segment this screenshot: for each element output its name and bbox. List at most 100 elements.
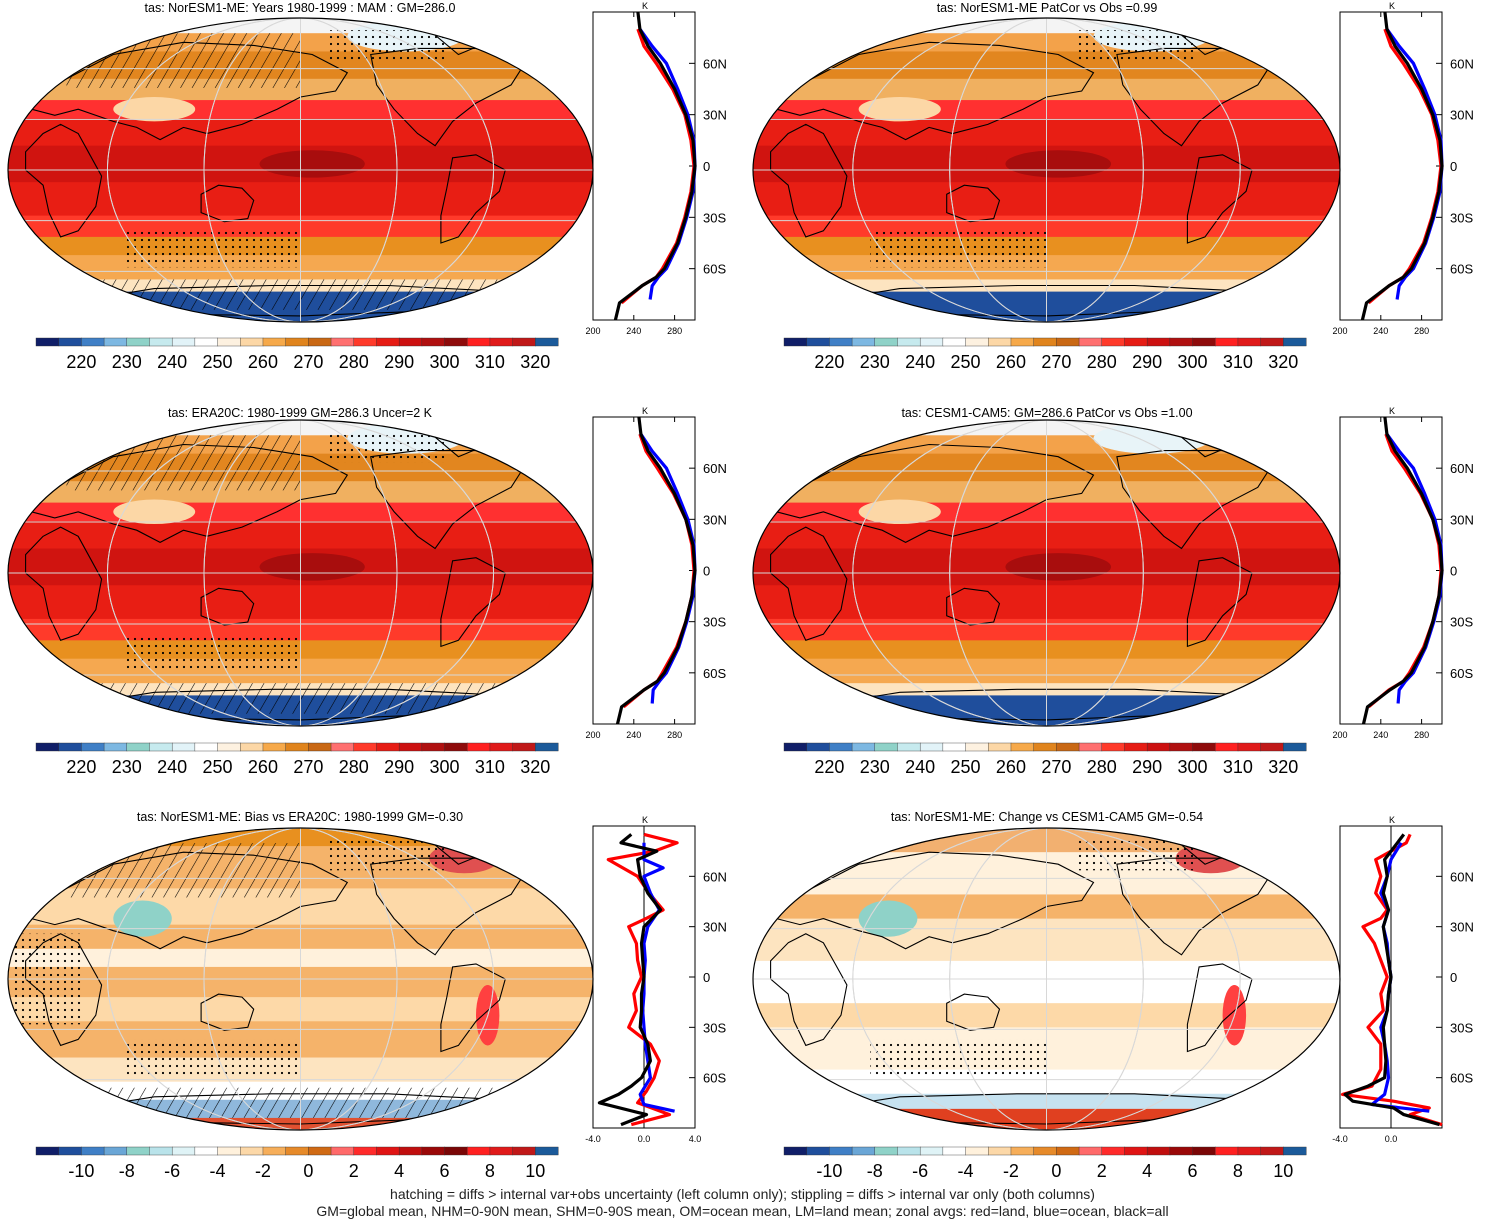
colorbar-label: 260 — [248, 352, 278, 372]
colorbar-swatch — [489, 1146, 514, 1156]
colorbar-swatch — [512, 1146, 536, 1156]
colorbar-label: -10 — [68, 1161, 94, 1181]
profile-xtick-label: 240 — [626, 730, 641, 740]
profile-xtick-label: 200 — [1332, 730, 1347, 740]
colorbar-swatch — [58, 1146, 82, 1156]
panel-3: tas: ERA20C: 1980-1999 GM=286.3 Uncer=2 … — [7, 406, 727, 777]
colorbar-swatch — [444, 1146, 468, 1156]
profile-lat-label: 60S — [1450, 262, 1473, 277]
colorbar-label: 310 — [475, 757, 505, 777]
colorbar-label: 320 — [1268, 757, 1298, 777]
zonal-profile: K 60N 30N 0 30S 60S 200 240 280 — [1332, 406, 1473, 740]
colorbar-swatch — [171, 337, 196, 347]
hatch-region — [66, 843, 301, 898]
colorbar-label: 230 — [860, 757, 890, 777]
colorbar-swatch — [353, 742, 377, 752]
colorbar-label: 290 — [1132, 352, 1162, 372]
profile-lat-label: 30N — [703, 108, 727, 123]
colorbar-label: 240 — [905, 757, 935, 777]
profile-lat-label: 0 — [703, 970, 710, 985]
colorbar-swatch — [308, 1146, 332, 1156]
colorbar-swatch — [262, 742, 287, 752]
colorbar-swatch — [35, 742, 60, 752]
profile-xtick-label: 200 — [585, 730, 600, 740]
profile-lat-label: 60N — [1450, 461, 1474, 476]
colorbar-swatch — [421, 337, 446, 347]
colorbar-label: 2 — [349, 1161, 359, 1181]
colorbar-swatch — [535, 1146, 559, 1156]
colorbar-label: 260 — [248, 757, 278, 777]
colorbar-swatch — [988, 337, 1012, 347]
panel-title: tas: ERA20C: 1980-1999 GM=286.3 Uncer=2 … — [168, 406, 433, 420]
colorbar-swatch — [126, 337, 150, 347]
profile-series-land — [620, 28, 696, 305]
zonal-profile: K 60N 30N 0 30S 60S 200 240 280 — [585, 406, 726, 740]
profile-lat-label: 30N — [1450, 512, 1474, 527]
colorbar-swatch — [489, 742, 514, 752]
colorbar-swatch — [81, 742, 105, 752]
colorbar-label: 6 — [440, 1161, 450, 1181]
colorbar-swatch — [1283, 337, 1307, 347]
colorbar-label: -4 — [958, 1161, 974, 1181]
profile-xtick-label: 280 — [667, 326, 682, 336]
colorbar-swatch — [489, 337, 514, 347]
map-field — [753, 18, 1340, 322]
profile-xtick-label: 240 — [626, 326, 641, 336]
colorbar-label: 8 — [1233, 1161, 1243, 1181]
colorbar-swatch — [1101, 337, 1125, 347]
colorbar-label: 220 — [814, 757, 844, 777]
colorbar-label: 280 — [339, 352, 369, 372]
colorbar-swatch — [988, 1146, 1012, 1156]
zonal-profile: K 60N 30N 0 30S 60S 200 240 280 — [1332, 1, 1473, 336]
profile-lat-label: 60N — [703, 56, 727, 71]
colorbar-swatch — [376, 337, 400, 347]
colorbar-swatch — [240, 337, 264, 347]
profile-xtick-label: 200 — [585, 326, 600, 336]
colorbar-swatch — [1101, 742, 1125, 752]
colorbar-swatch — [1010, 337, 1035, 347]
zonal-profile: K 60N 30N 0 30S 60S -4.0 0.0 — [1332, 815, 1474, 1144]
colorbar-label: 220 — [66, 352, 96, 372]
colorbar-swatch — [103, 1146, 128, 1156]
colorbar-swatch — [1124, 1146, 1148, 1156]
profile-lat-label: 60S — [1450, 1071, 1473, 1086]
colorbar-label: 250 — [951, 757, 981, 777]
profile-series-all — [613, 11, 697, 321]
profile-lat-label: 30S — [1450, 615, 1473, 630]
profile-lat-label: 0 — [1450, 970, 1457, 985]
colorbar-swatch — [444, 337, 468, 347]
colorbar-label: 310 — [1223, 352, 1253, 372]
colorbar-swatch — [217, 337, 241, 347]
profile-lat-label: 30S — [703, 615, 726, 630]
stipple-region — [870, 230, 1047, 268]
colorbar-swatch — [1237, 337, 1262, 347]
warm-pool — [259, 150, 365, 178]
colorbar-swatch — [1215, 742, 1239, 752]
stipple-region — [125, 230, 301, 268]
colorbar-swatch — [35, 337, 60, 347]
profile-lat-label: 30S — [703, 1020, 726, 1035]
profile-units: K — [1389, 406, 1395, 416]
colorbar-swatch — [919, 742, 944, 752]
panel-title: tas: CESM1-CAM5: GM=286.6 PatCor vs Obs … — [901, 406, 1192, 420]
colorbar-swatch — [467, 742, 491, 752]
colorbar-swatch — [806, 337, 830, 347]
colorbar-label: 220 — [66, 757, 96, 777]
colorbar-swatch — [421, 742, 446, 752]
colorbar-swatch — [829, 337, 853, 347]
profile-series-land — [1340, 833, 1443, 1127]
colorbar-swatch — [421, 1146, 446, 1156]
colorbar-label: 260 — [996, 757, 1026, 777]
footer-line-legend: GM=global mean, NHM=0-90N mean, SHM=0-90… — [316, 1203, 1169, 1219]
map-field — [8, 828, 593, 1130]
colorbar-swatch — [126, 742, 150, 752]
colorbar-swatch — [330, 337, 355, 347]
colorbar: 220 230 240 250 260 270 280 290 300 310 320 — [783, 742, 1307, 777]
colorbar: 220 230 240 250 260 270 280 290 300 310 320 — [783, 337, 1307, 372]
graticule-lon — [203, 420, 398, 726]
colorbar-swatch — [1078, 1146, 1103, 1156]
colorbar-label: 240 — [157, 352, 187, 372]
colorbar-label: 280 — [1087, 352, 1117, 372]
colorbar-swatch — [376, 1146, 400, 1156]
profile-units: K — [642, 815, 648, 825]
